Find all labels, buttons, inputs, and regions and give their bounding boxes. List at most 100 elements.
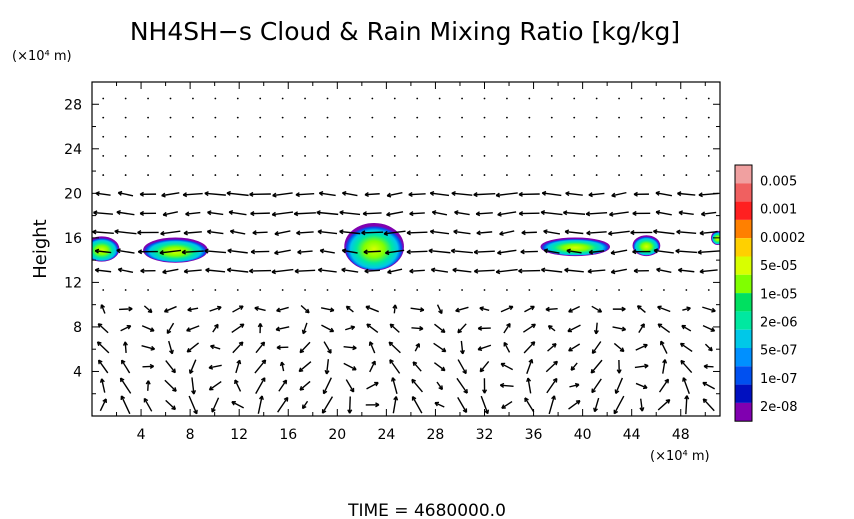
wind-vector — [593, 397, 600, 413]
cloud-patch — [143, 237, 208, 263]
wind-vector — [411, 396, 423, 414]
wind-vector — [214, 174, 217, 176]
wind-vector — [685, 155, 688, 157]
x-tick-label: 28 — [427, 427, 445, 443]
wind-vector — [656, 267, 672, 274]
wind-vector — [249, 191, 271, 197]
wind-vector — [434, 401, 445, 408]
wind-vector — [479, 361, 490, 373]
wind-vector — [320, 307, 335, 313]
wind-vector — [482, 378, 488, 394]
wind-vector — [567, 324, 581, 333]
wind-vector — [183, 268, 202, 274]
wind-vector — [231, 323, 245, 333]
wind-vector — [229, 229, 246, 235]
wind-vector — [279, 361, 285, 372]
wind-vector — [461, 155, 463, 157]
wind-vector — [655, 190, 673, 197]
y-tick-label: 8 — [73, 320, 82, 336]
wind-vector — [163, 305, 177, 313]
wind-vector — [293, 211, 316, 217]
wind-vector — [550, 155, 553, 157]
colorbar-swatch — [735, 274, 752, 294]
wind-vector — [411, 325, 424, 331]
wind-vector — [271, 268, 294, 275]
wind-vector — [97, 323, 109, 334]
wind-vector — [100, 304, 106, 314]
wind-vector — [616, 359, 622, 374]
cloud-patch — [632, 235, 661, 257]
wind-vector — [296, 230, 314, 236]
wind-vector — [618, 116, 620, 119]
wind-vector — [618, 289, 620, 291]
wind-vector — [704, 343, 713, 352]
wind-vector — [590, 359, 603, 374]
wind-vector — [473, 192, 496, 198]
wind-vector — [324, 359, 330, 375]
wind-vector — [416, 155, 419, 157]
wind-vector — [339, 229, 361, 235]
wind-vector — [300, 304, 310, 314]
wind-vector — [587, 268, 606, 274]
wind-vector — [483, 174, 486, 176]
wind-vector — [124, 116, 127, 119]
wind-vector — [368, 341, 376, 354]
wind-vector — [393, 155, 396, 157]
wind-vector — [500, 305, 514, 313]
wind-vector — [116, 209, 135, 216]
wind-vector — [524, 397, 535, 413]
wind-vector — [147, 97, 149, 100]
wind-vector — [143, 397, 153, 412]
wind-vector — [436, 381, 444, 391]
wind-vector — [93, 210, 114, 216]
wind-vector — [611, 191, 627, 198]
wind-vector — [495, 268, 518, 275]
wind-vector — [92, 229, 114, 235]
wind-vector — [707, 155, 710, 157]
wind-vector — [477, 344, 492, 351]
wind-vector — [182, 192, 203, 198]
wind-vector — [528, 155, 531, 157]
wind-vector — [483, 116, 486, 119]
wind-vector — [702, 381, 715, 390]
wind-vector — [390, 377, 398, 394]
wind-vector — [412, 361, 422, 372]
wind-vector — [119, 306, 133, 312]
wind-vector — [349, 174, 351, 176]
wind-vector — [416, 135, 419, 138]
wind-vector — [363, 249, 381, 255]
wind-vector — [632, 210, 651, 216]
wind-vector — [186, 342, 200, 353]
colorbar-swatch — [735, 348, 752, 367]
colorbar-swatch — [735, 201, 752, 220]
wind-vector — [541, 190, 562, 197]
wind-vector — [139, 191, 157, 197]
wind-vector — [388, 341, 401, 354]
wind-vector — [271, 211, 294, 217]
wind-vector — [564, 229, 584, 235]
wind-vector — [226, 267, 249, 273]
wind-vector — [547, 343, 557, 352]
wind-vector — [632, 249, 651, 255]
wind-vector — [162, 268, 179, 275]
wind-vector — [476, 230, 493, 236]
wind-vector — [160, 230, 181, 236]
wind-vector — [524, 305, 535, 313]
y-tick-label: 24 — [64, 142, 82, 158]
wind-vector — [657, 305, 671, 313]
wind-vector — [657, 323, 671, 334]
wind-vector — [349, 289, 351, 291]
wind-vector — [702, 306, 716, 313]
wind-vector — [586, 230, 607, 236]
wind-vector — [457, 359, 467, 375]
wind-vector — [663, 289, 665, 291]
wind-vector — [457, 397, 468, 413]
wind-vector — [636, 305, 646, 313]
wind-vector — [116, 248, 135, 254]
wind-vector — [564, 267, 584, 273]
wind-vector — [94, 267, 112, 273]
wind-vector — [275, 326, 290, 332]
wind-vector — [295, 192, 315, 198]
wind-vector — [188, 395, 198, 415]
